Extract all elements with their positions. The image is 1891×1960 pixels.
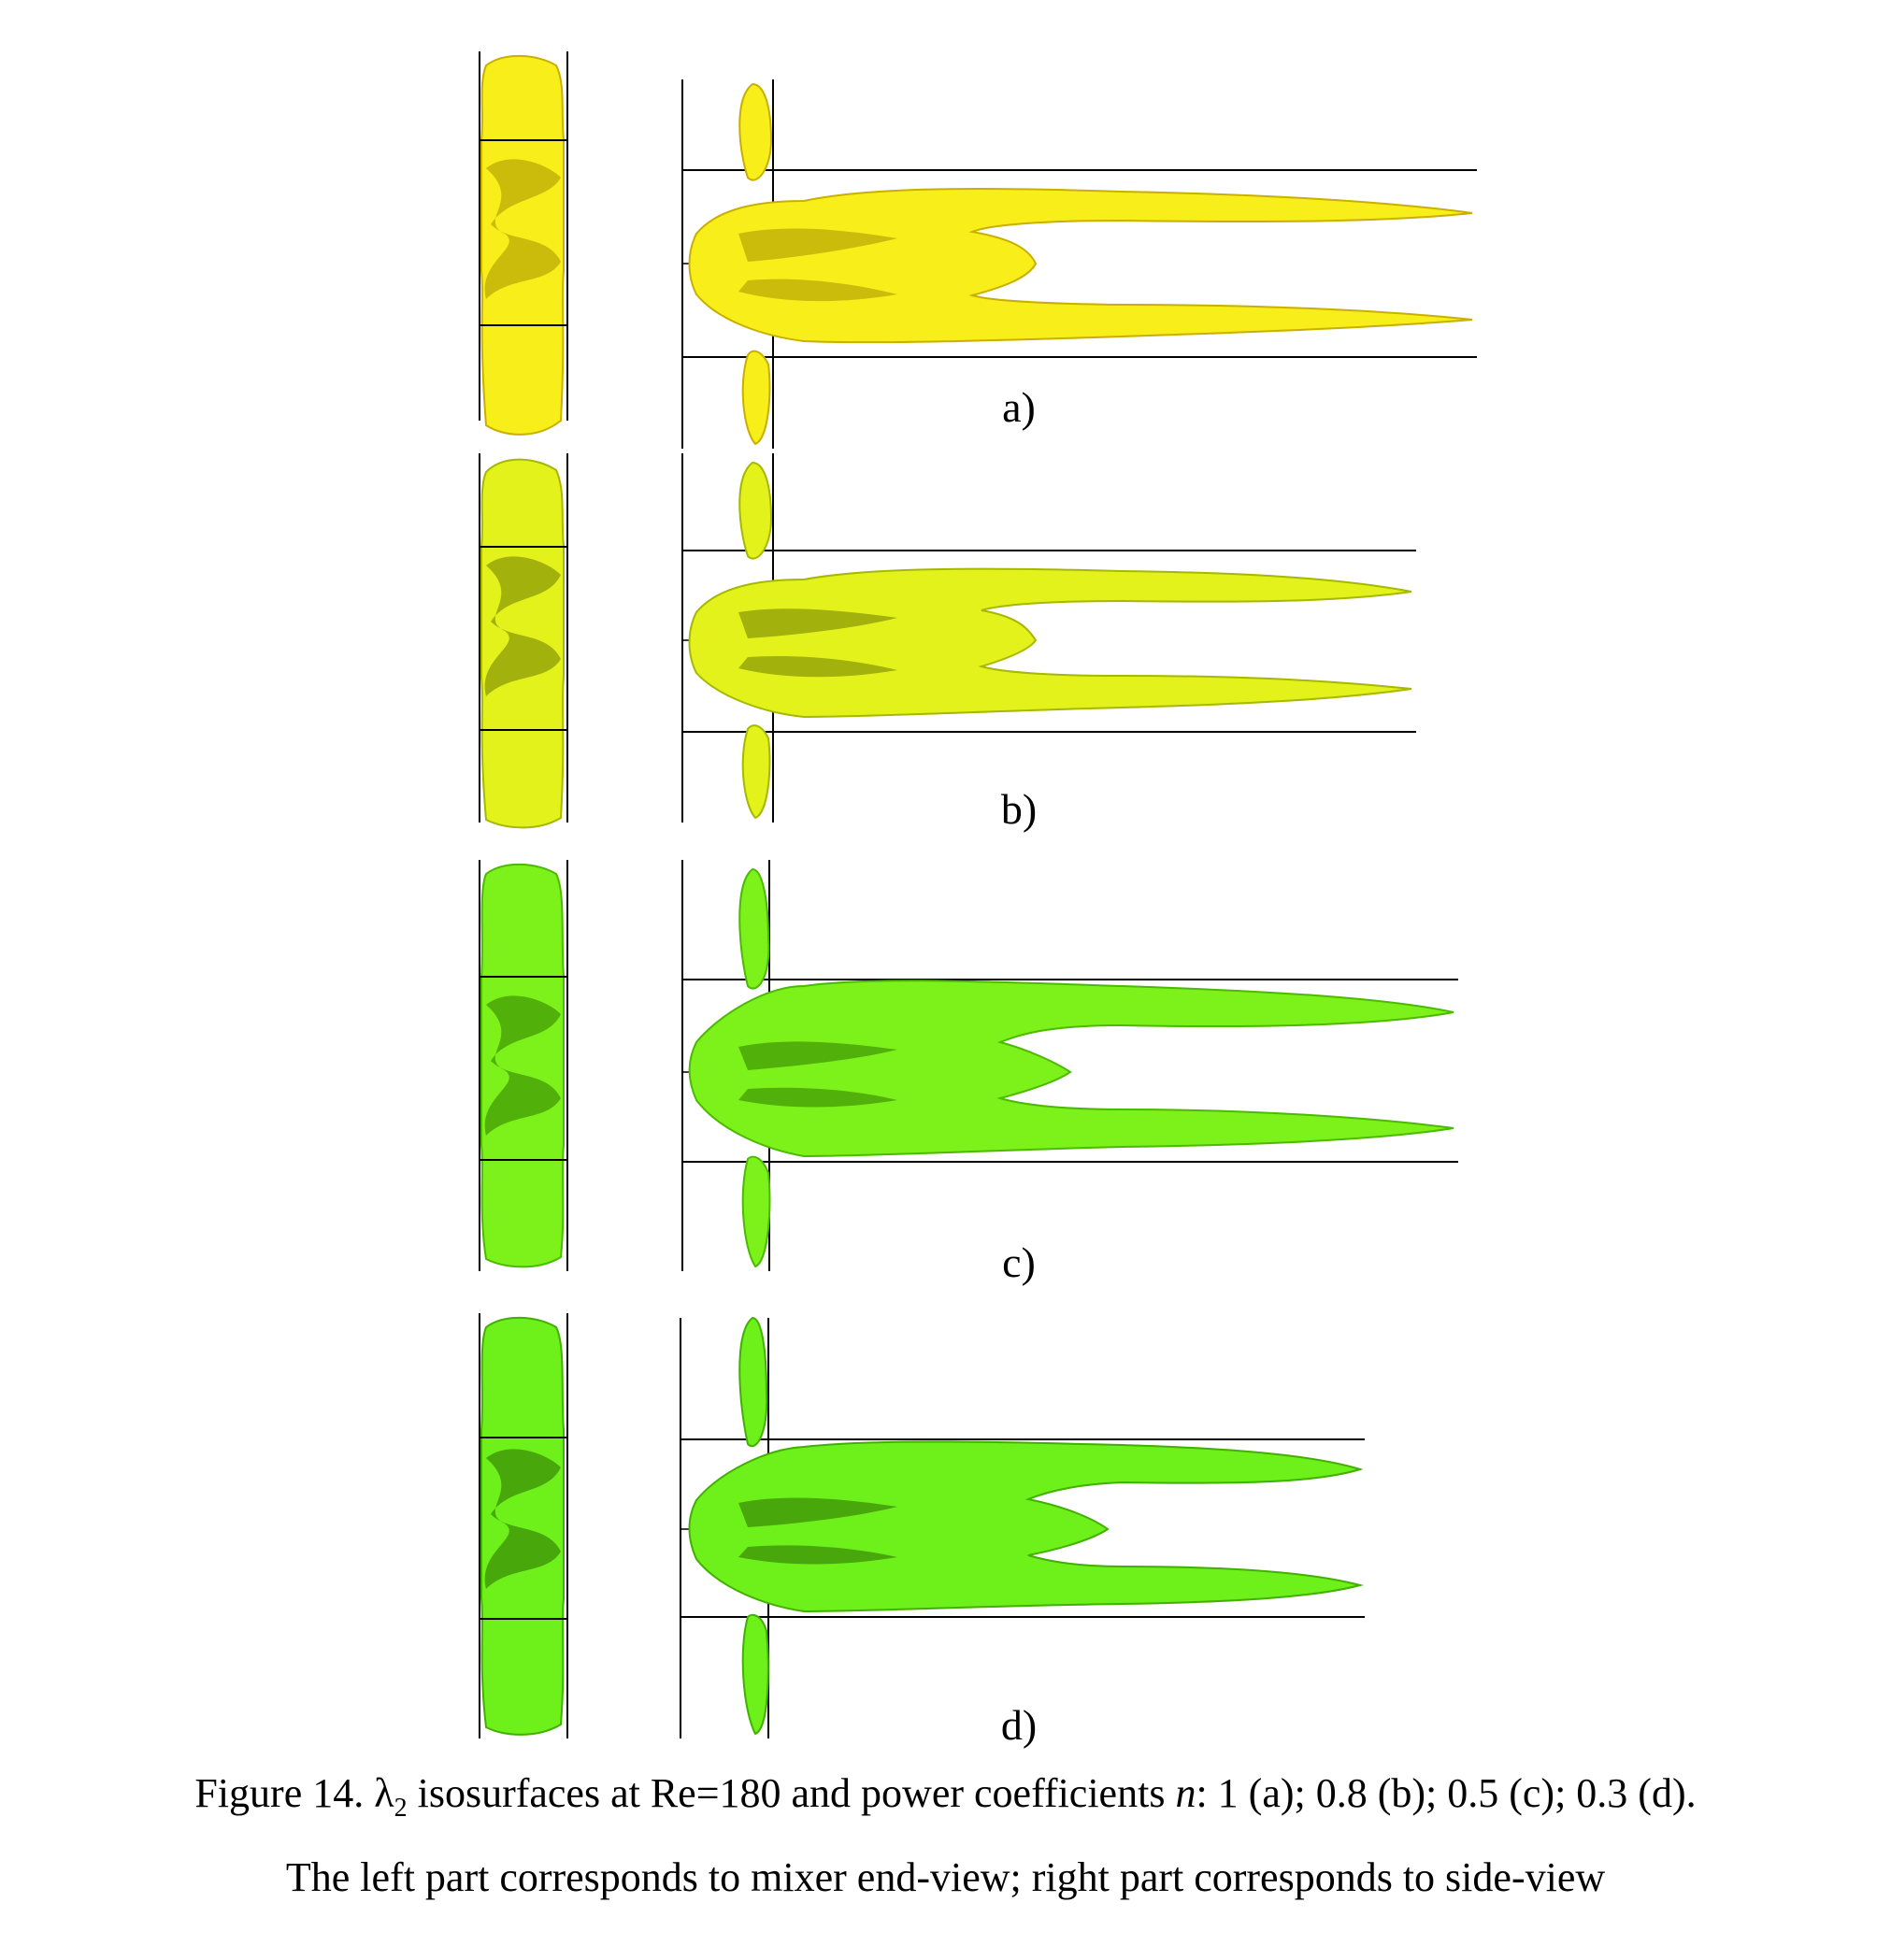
side-view-wake-shade bbox=[738, 1497, 897, 1565]
side-view-wake bbox=[688, 980, 1454, 1158]
side-view-a bbox=[681, 79, 1477, 449]
isosurface-figure-a bbox=[479, 51, 1477, 449]
isosurface-figure-d bbox=[479, 1313, 1365, 1738]
figure-caption-line-1: Figure 14. λ2 isosurfaces at Re=180 and … bbox=[0, 1768, 1891, 1834]
end-view-b bbox=[479, 453, 568, 829]
lambda-symbol: λ2 bbox=[374, 1770, 408, 1823]
figure-caption-line-2: The left part corresponds to mixer end-v… bbox=[285, 1854, 1606, 1900]
side-view-wake bbox=[688, 188, 1473, 344]
end-view-a bbox=[479, 51, 568, 436]
side-view-wake-shade bbox=[738, 1041, 897, 1108]
panel-b: b) bbox=[0, 453, 1891, 837]
side-view-wake-shade bbox=[738, 228, 897, 302]
side-view-blade-bottom bbox=[741, 724, 771, 820]
side-view-d bbox=[680, 1316, 1365, 1738]
end-view-helix bbox=[484, 159, 561, 299]
caption-values: : 1 (a); 0.8 (b); 0.5 (c); 0.3 (d). bbox=[1196, 1770, 1697, 1816]
panel-label-a: a) bbox=[1002, 383, 1036, 431]
panel-c: c) bbox=[0, 855, 1891, 1295]
caption-rest: isosurfaces at Re=180 and power coeffici… bbox=[407, 1770, 1176, 1816]
isosurface-figure-b bbox=[479, 453, 1416, 829]
side-view-blade-top bbox=[738, 461, 773, 560]
side-view-c bbox=[681, 860, 1458, 1271]
side-view-b bbox=[681, 453, 1416, 823]
end-view-helix bbox=[484, 1449, 561, 1589]
side-view-wake-shade bbox=[738, 608, 897, 678]
end-view-body bbox=[480, 863, 565, 1268]
side-view-blade-top bbox=[738, 82, 773, 181]
side-view-blade-bottom bbox=[741, 1155, 771, 1268]
panel-a: a) bbox=[0, 47, 1891, 458]
side-view-blade-bottom bbox=[741, 1613, 769, 1736]
end-view-d bbox=[479, 1313, 568, 1738]
end-view-c bbox=[479, 860, 568, 1271]
panel-label-b: b) bbox=[1000, 785, 1038, 833]
side-view-wake bbox=[688, 1440, 1364, 1613]
end-view-body bbox=[480, 1316, 565, 1736]
isosurface-figure-c bbox=[479, 860, 1458, 1271]
side-view-blade-top bbox=[738, 867, 770, 990]
side-view-wake bbox=[688, 567, 1412, 719]
end-view-helix bbox=[484, 556, 561, 696]
end-view-helix bbox=[484, 995, 561, 1136]
side-view-blade-top bbox=[738, 1316, 768, 1447]
panel-label-c: c) bbox=[1002, 1238, 1036, 1286]
caption-prefix: Figure 14. bbox=[194, 1770, 375, 1816]
panel-d: d) bbox=[0, 1309, 1891, 1749]
panel-label-d: d) bbox=[1000, 1701, 1038, 1749]
n-symbol: n bbox=[1175, 1770, 1196, 1816]
side-view-blade-bottom bbox=[741, 350, 771, 446]
